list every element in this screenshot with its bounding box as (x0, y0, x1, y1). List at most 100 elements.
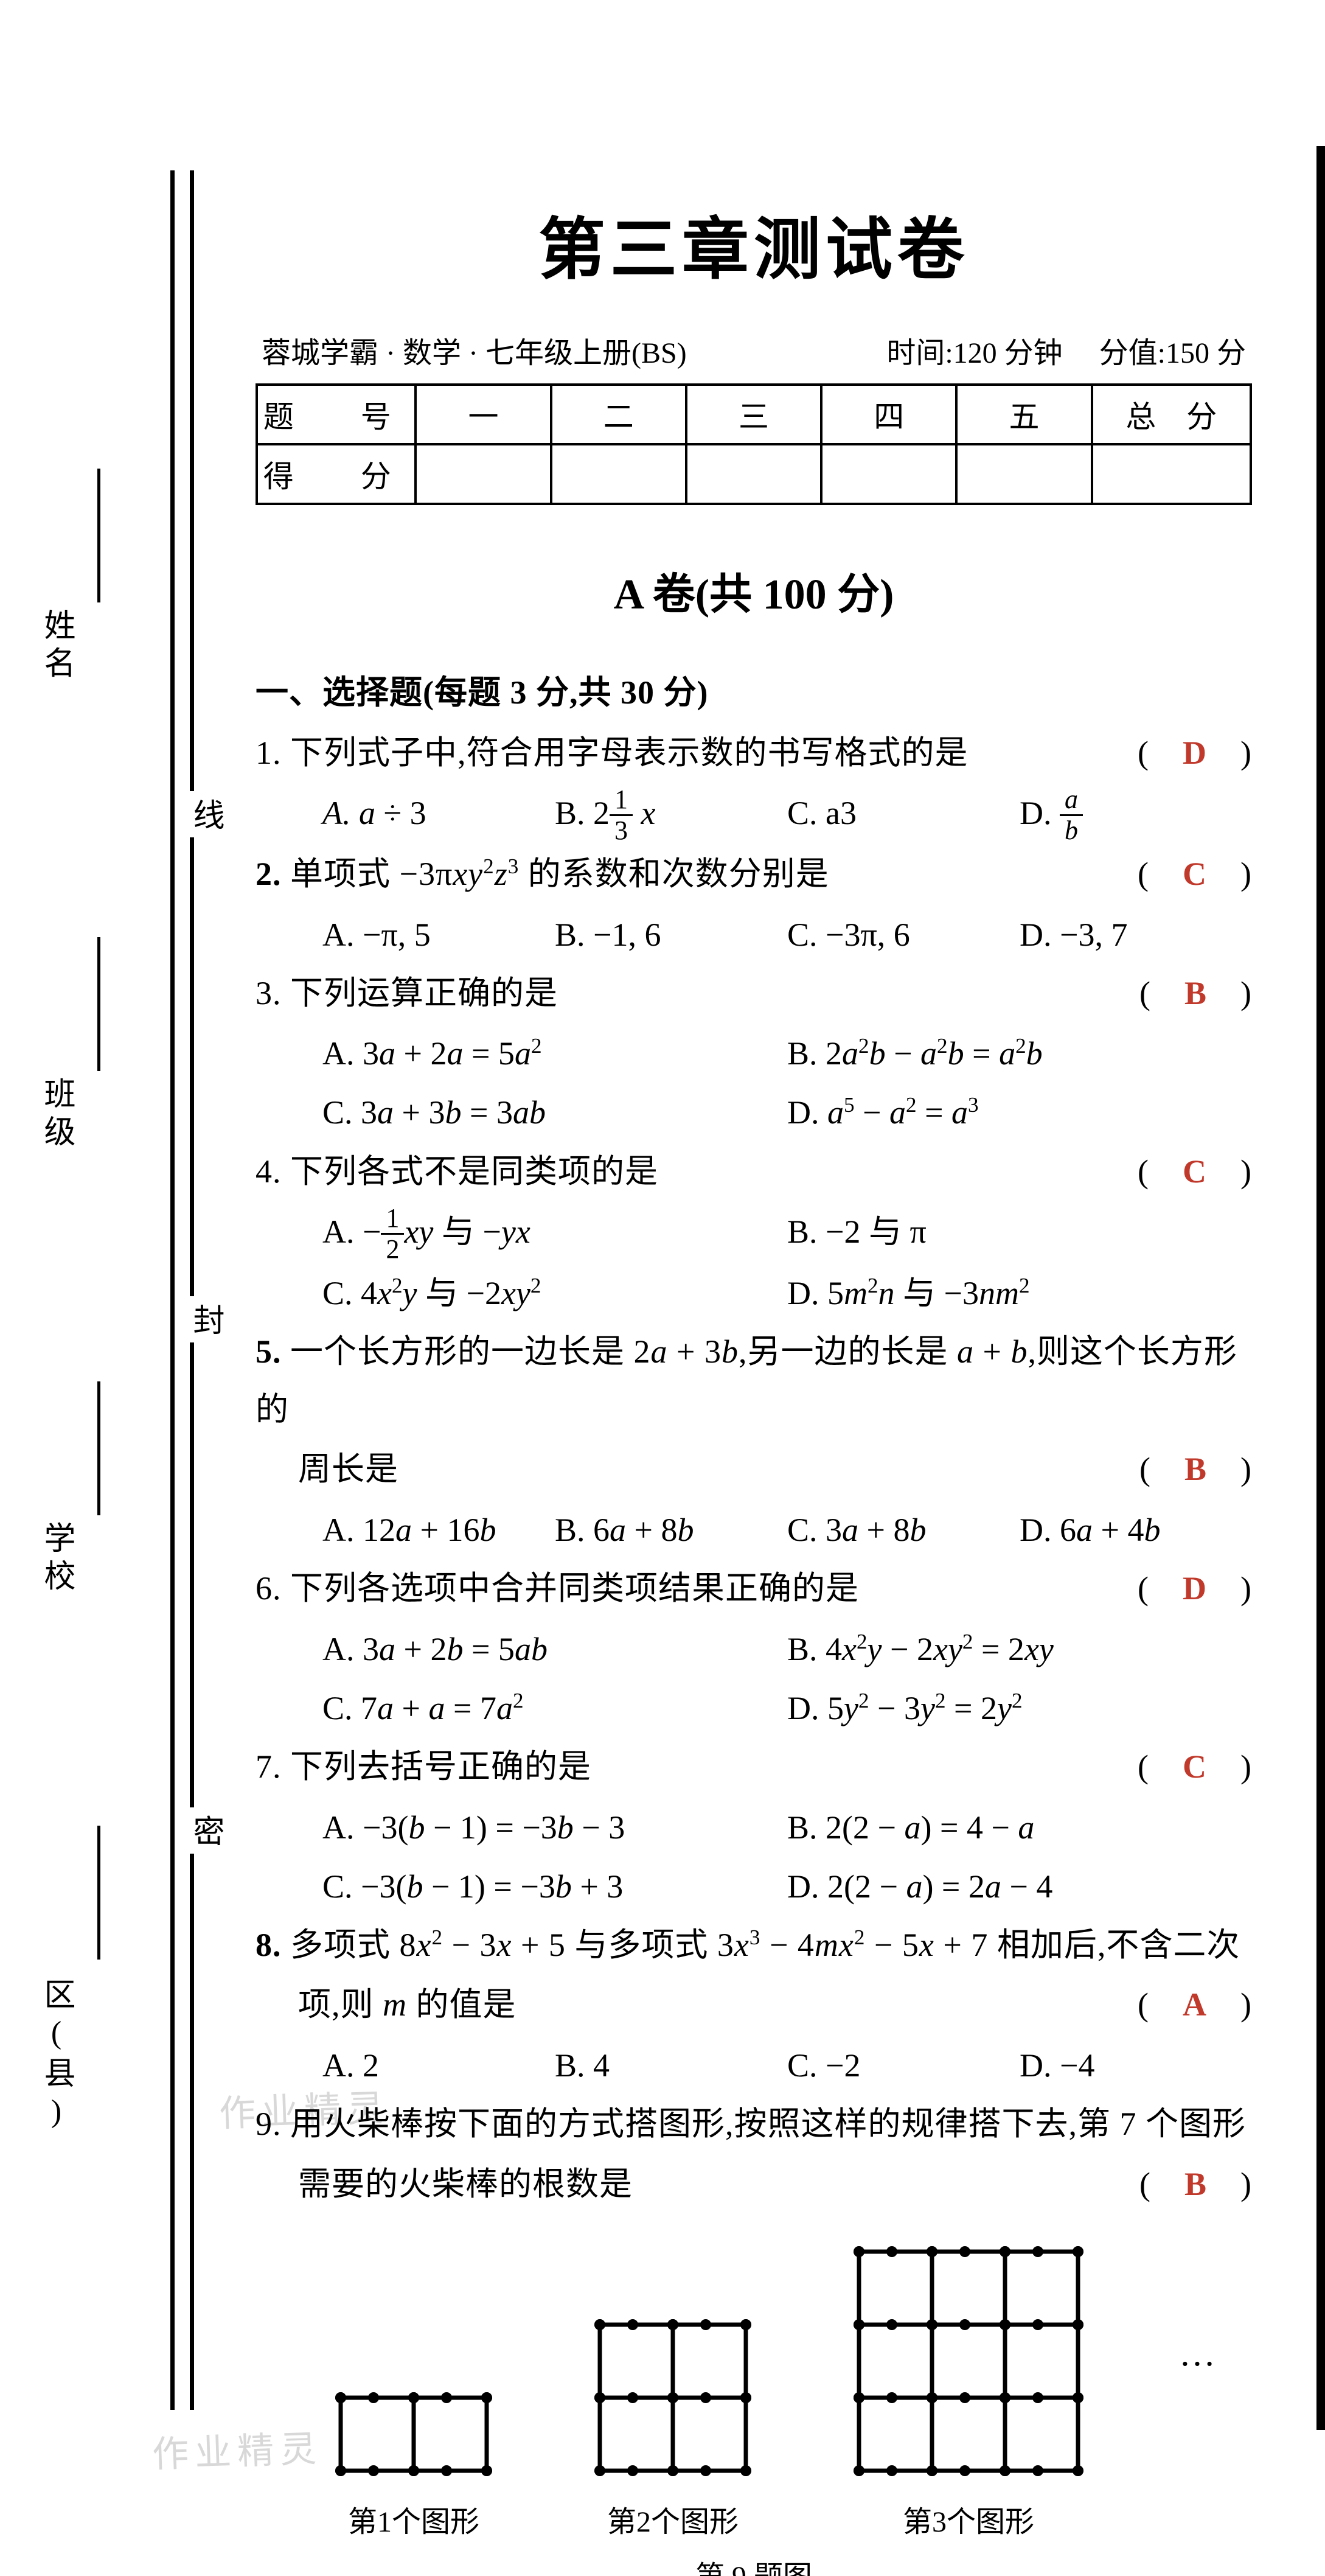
q5-A: A. 12a + 16b (322, 1501, 555, 1560)
q4-D: D. 5m2n 与 −3nm2 (787, 1264, 1252, 1323)
q1-C: C. a3 (787, 784, 1020, 845)
q8-stem-2: 项,则 m 的值是 ( A ) (256, 1976, 1252, 2034)
q1-D: D. ab (1020, 784, 1252, 845)
q5-C: C. 3a + 8b (787, 1501, 1020, 1560)
score-col-4: 四 (821, 385, 956, 444)
q4-answer: ( C ) (1138, 1143, 1252, 1201)
value-label: 分值:150 分 (1099, 337, 1246, 369)
q6-A: A. 3a + 2b = 5ab (322, 1620, 787, 1679)
q6-options-2: C. 7a + a = 7a2 D. 5y2 − 3y2 = 2y2 (256, 1679, 1252, 1738)
q7-A: A. −3(b − 1) = −3b − 3 (322, 1798, 787, 1857)
q9-stem-1: 9. 用火柴棒按下面的方式搭图形,按照这样的规律搭下去,第 7 个图形 (256, 2095, 1252, 2153)
q3-B: B. 2a2b − a2b = a2b (787, 1024, 1252, 1083)
binding-line-1 (170, 170, 175, 2410)
page-title: 第三章测试卷 (256, 195, 1252, 292)
q9-stem-2: 需要的火柴棒的根数是 ( B ) (256, 2155, 1252, 2213)
q4-A: A. −12xy 与 −yx (322, 1202, 787, 1264)
q5-answer: ( B ) (1139, 1440, 1252, 1498)
q9-fig-2: 第2个图形 (588, 2312, 758, 2540)
q1-answer: ( D ) (1138, 724, 1252, 782)
q2-B: B. −1, 6 (555, 906, 787, 965)
gutter-label-county: 区(县) (37, 1978, 79, 2135)
q4-stem: 4. 下列各式不是同类项的是 ( C ) (256, 1143, 1252, 1201)
q2-C: C. −3π, 6 (787, 906, 1020, 965)
q8-D: D. −4 (1020, 2036, 1252, 2095)
q2-answer: ( C ) (1138, 845, 1252, 903)
q5-stem-2: 周长是 ( B ) (256, 1440, 1252, 1498)
q8-options: A. 2 B. 4 C. −2 D. −4 (256, 2036, 1252, 2095)
q1-stem: 1. 下列式子中,符合用字母表示数的书写格式的是 ( D ) (256, 724, 1252, 782)
q3-stem: 3. 下列运算正确的是 ( B ) (256, 965, 1252, 1022)
q2-stem-text: 2. 单项式 −3πxy2z3 的系数和次数分别是 (256, 856, 829, 892)
matchstick-fig-1 (329, 2386, 499, 2483)
q7-options-2: C. −3(b − 1) = −3b + 3 D. 2(2 − a) = 2a … (256, 1857, 1252, 1916)
score-col-3: 三 (686, 385, 821, 444)
scan-edge (1316, 146, 1325, 2430)
q4-options-2: C. 4x2y 与 −2xy2 D. 5m2n 与 −3nm2 (256, 1264, 1252, 1323)
q7-answer: ( C ) (1138, 1738, 1252, 1796)
binding-label-feng: 封 (183, 1296, 228, 1342)
q8-answer: ( A ) (1138, 1976, 1252, 2034)
gutter-line-4 (97, 1826, 100, 1960)
q4-stem-text: 4. 下列各式不是同类项的是 (256, 1153, 658, 1190)
q5-stem-1: 5. 一个长方形的一边长是 2a + 3b,另一边的长是 a + b,则这个长方… (256, 1323, 1252, 1438)
q9-cap-1: 第1个图形 (329, 2497, 499, 2540)
score-cell (1092, 444, 1251, 504)
q9-fig-3: 第3个图形 (847, 2239, 1090, 2540)
section-1-title: 一、选择题(每题 3 分,共 30 分) (256, 664, 1252, 722)
q3-options-1: A. 3a + 2a = 5a2 B. 2a2b − a2b = a2b (256, 1024, 1252, 1083)
q1-B: B. 213 x (555, 784, 787, 845)
q3-stem-text: 3. 下列运算正确的是 (256, 975, 558, 1011)
q4-options-1: A. −12xy 与 −yx B. −2 与 π (256, 1202, 1252, 1264)
q7-stem: 7. 下列去括号正确的是 ( C ) (256, 1738, 1252, 1796)
q3-options-2: C. 3a + 3b = 3ab D. a5 − a2 = a3 (256, 1083, 1252, 1142)
subhead: 蓉城学霸 · 数学 · 七年级上册(BS) 时间:120 分钟 分值:150 分 (262, 329, 1246, 371)
q6-B: B. 4x2y − 2xy2 = 2xy (787, 1620, 1252, 1679)
q4-B: B. −2 与 π (787, 1202, 1252, 1264)
q7-B: B. 2(2 − a) = 4 − a (787, 1798, 1252, 1857)
score-cell (551, 444, 686, 504)
gutter-label-school: 学校 (37, 1521, 79, 1597)
score-table: 题 号 一 二 三 四 五 总 分 得 分 (256, 383, 1252, 505)
ellipsis-icon: … (1179, 2333, 1215, 2448)
content-area: 第三章测试卷 蓉城学霸 · 数学 · 七年级上册(BS) 时间:120 分钟 分… (256, 183, 1252, 2576)
time-label: 时间:120 分钟 (886, 337, 1062, 369)
q5-options: A. 12a + 16b B. 6a + 8b C. 3a + 8b D. 6a… (256, 1501, 1252, 1560)
q2-options: A. −π, 5 B. −1, 6 C. −3π, 6 D. −3, 7 (256, 906, 1252, 965)
section-a-title: A 卷(共 100 分) (256, 560, 1252, 621)
q6-options-1: A. 3a + 2b = 5ab B. 4x2y − 2xy2 = 2xy (256, 1620, 1252, 1679)
q2-A: A. −π, 5 (322, 906, 555, 965)
q9-fig-1: 第1个图形 (329, 2386, 499, 2540)
score-cell (416, 444, 551, 504)
q3-A: A. 3a + 2a = 5a2 (322, 1024, 787, 1083)
q3-D: D. a5 − a2 = a3 (787, 1083, 1252, 1142)
gutter-line-2 (97, 937, 100, 1071)
binding-label-xian: 线 (183, 791, 228, 837)
q3-answer: ( B ) (1139, 965, 1252, 1022)
matchstick-fig-3 (847, 2239, 1090, 2483)
q8-C: C. −2 (787, 2036, 1020, 2095)
q9-cap-3: 第3个图形 (847, 2497, 1090, 2540)
score-row-label: 得 分 (257, 444, 416, 504)
q3-C: C. 3a + 3b = 3ab (322, 1083, 787, 1142)
binding-label-mi: 密 (183, 1807, 228, 1854)
score-cell (956, 444, 1091, 504)
q7-options-1: A. −3(b − 1) = −3b − 3 B. 2(2 − a) = 4 −… (256, 1798, 1252, 1857)
score-col-5: 五 (956, 385, 1091, 444)
score-col-2: 二 (551, 385, 686, 444)
q1-stem-text: 1. 下列式子中,符合用字母表示数的书写格式的是 (256, 735, 969, 771)
page: 线 封 密 姓名 班级 学校 区(县) 作业精灵 作业精灵 第三章测试卷 蓉城学… (0, 0, 1325, 2576)
q7-C: C. −3(b − 1) = −3b + 3 (322, 1857, 787, 1916)
gutter-label-name: 姓名 (37, 609, 79, 684)
gutter-line-3 (97, 1381, 100, 1515)
q2-D: D. −3, 7 (1020, 906, 1252, 965)
q8-stem-1: 8. 多项式 8x2 − 3x + 5 与多项式 3x3 − 4mx2 − 5x… (256, 1916, 1252, 1974)
q2-stem: 2. 单项式 −3πxy2z3 的系数和次数分别是 ( C ) (256, 845, 1252, 903)
score-col-total: 总 分 (1092, 385, 1251, 444)
q6-stem: 6. 下列各选项中合并同类项结果正确的是 ( D ) (256, 1560, 1252, 1618)
q5-stem-text: 5. 一个长方形的一边长是 2a + 3b,另一边的长是 a + b,则这个长方… (256, 1333, 1237, 1428)
score-head: 题 号 (257, 385, 416, 444)
q7-stem-text: 7. 下列去括号正确的是 (256, 1748, 591, 1785)
score-cell (686, 444, 821, 504)
q7-D: D. 2(2 − a) = 2a − 4 (787, 1857, 1252, 1916)
